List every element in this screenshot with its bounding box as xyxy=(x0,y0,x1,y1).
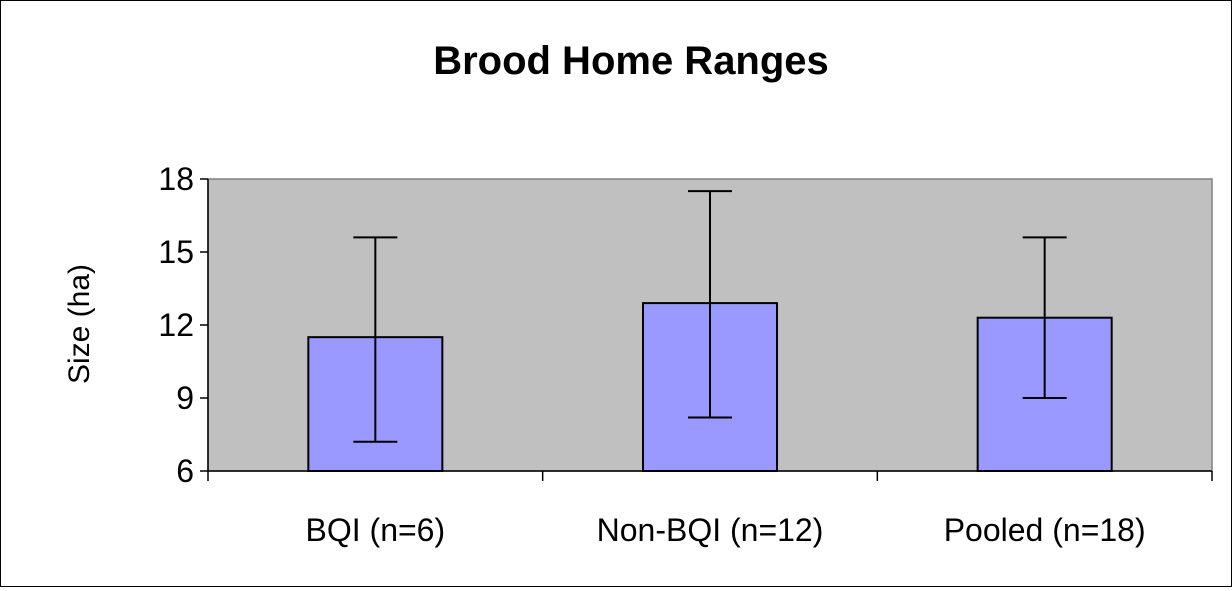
chart-title: Brood Home Ranges xyxy=(433,39,829,83)
x-category-label: Pooled (n=18) xyxy=(944,512,1146,548)
y-tick-label: 12 xyxy=(158,307,194,343)
y-tick-label: 18 xyxy=(158,161,194,197)
x-category-label: Non-BQI (n=12) xyxy=(597,512,824,548)
plot-area: 6 9 12 15 18 BQI (n=6) Non-BQI (n=12) Pooled (n… xyxy=(158,161,1213,548)
y-axis-label: Size (ha) xyxy=(63,264,96,384)
y-tick-label: 15 xyxy=(158,234,194,270)
y-tick-label: 9 xyxy=(176,380,194,416)
x-category-label: BQI (n=6) xyxy=(306,512,446,548)
y-tick-label: 6 xyxy=(176,453,194,489)
